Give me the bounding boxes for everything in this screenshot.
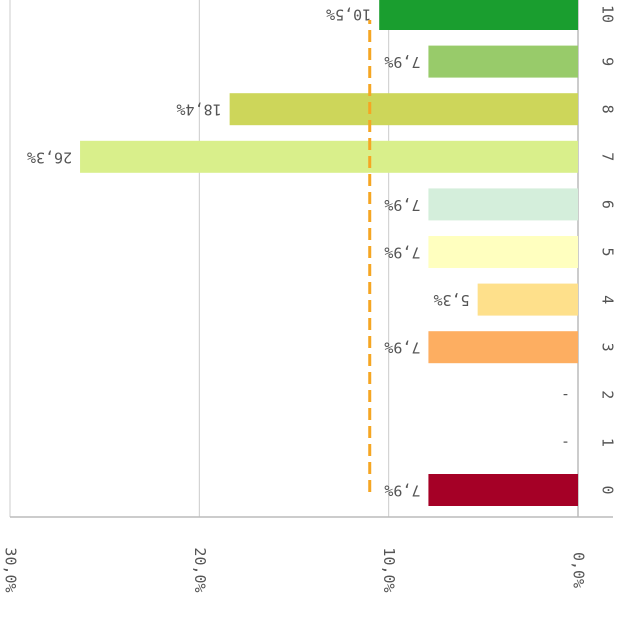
x-tick-label: 10,0% (380, 547, 398, 592)
bar (379, 0, 578, 30)
value-label: 7,9% (384, 53, 420, 71)
y-tick-label: 7 (599, 152, 617, 161)
x-tick-label: 0,0% (570, 552, 588, 588)
value-label: 7,9% (384, 196, 420, 214)
bar (428, 45, 578, 78)
value-label: - (561, 434, 570, 452)
value-label: - (561, 386, 570, 404)
y-tick-label: 2 (599, 390, 617, 399)
bar (229, 93, 578, 126)
bar (80, 140, 578, 173)
value-label: 18,4% (176, 101, 221, 119)
value-label: 7,9% (384, 482, 420, 500)
y-tick-label: 1 (599, 438, 617, 447)
chart-body: 0,0% 10,0% 20,0% 30,0% 0 7,9% 1 - 2 - 3 7,9% 4 5,3% 5 7… (2, 0, 617, 593)
y-tick-label: 3 (599, 343, 617, 352)
x-tick-label: 30,0% (2, 547, 20, 592)
y-tick-label: 0 (599, 485, 617, 494)
y-tick-label: 10 (599, 5, 617, 23)
y-tick-label: 9 (599, 57, 617, 66)
y-tick-label: 4 (599, 295, 617, 304)
value-label: 26,3% (27, 148, 72, 166)
bar (428, 188, 578, 221)
x-tick-label: 20,0% (191, 547, 209, 592)
value-label: 7,9% (384, 244, 420, 262)
bar (428, 331, 578, 364)
y-tick-label: 5 (599, 247, 617, 256)
y-tick-label: 8 (599, 105, 617, 114)
bar (477, 283, 578, 316)
value-label: 7,9% (384, 339, 420, 357)
y-tick-label: 6 (599, 200, 617, 209)
bar (428, 236, 578, 268)
value-label: 5,3% (434, 291, 470, 309)
value-label: 10,5% (326, 6, 371, 24)
bar (428, 474, 578, 506)
